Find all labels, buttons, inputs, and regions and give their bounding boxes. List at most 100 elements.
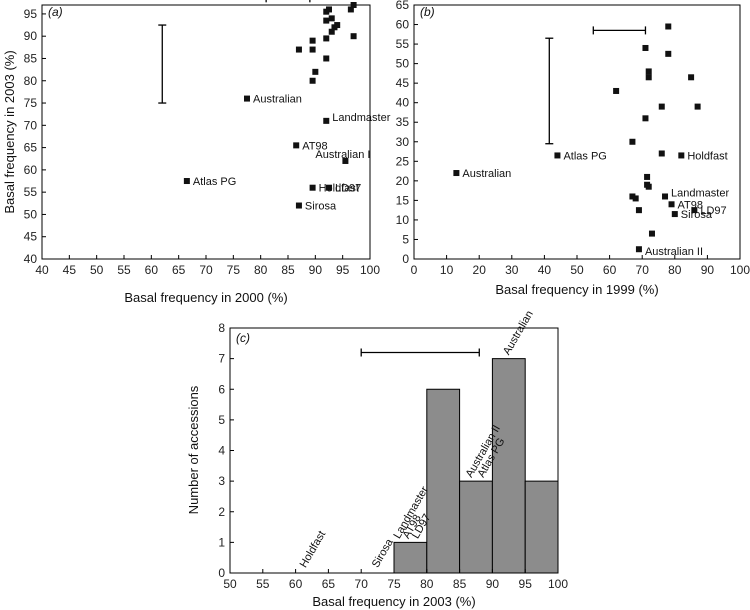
scatter-point <box>350 2 357 8</box>
point-label: Landmaster <box>332 112 390 124</box>
x-tick-label: 100 <box>548 577 568 591</box>
y-tick-label: 4 <box>218 444 225 458</box>
panel-a-xlabel: Basal frequency in 2000 (%) <box>124 290 287 305</box>
scatter-point <box>309 37 316 44</box>
y-tick-label: 8 <box>218 321 225 335</box>
scatter-point <box>645 74 652 81</box>
scatter-point <box>309 46 316 53</box>
y-tick-label: 80 <box>24 74 38 88</box>
point-label: Holdfast <box>687 150 727 162</box>
scatter-point <box>678 152 685 159</box>
histogram-bar <box>426 388 461 574</box>
scatter-point <box>326 184 332 191</box>
scatter-point <box>691 207 698 214</box>
y-tick-label: 60 <box>396 18 410 32</box>
scatter-point <box>328 28 335 35</box>
x-tick-label: 95 <box>336 263 350 277</box>
x-tick-label: 50 <box>223 577 237 591</box>
panel-b-xlabel: Basal frequency in 1999 (%) <box>495 282 658 297</box>
y-tick-label: 7 <box>218 352 225 366</box>
y-tick-label: 50 <box>24 207 38 221</box>
scatter-point <box>645 68 652 75</box>
y-tick-label: 90 <box>24 29 38 43</box>
x-tick-label: 80 <box>254 263 268 277</box>
scatter-point <box>309 77 316 84</box>
y-tick-label: 6 <box>218 382 225 396</box>
scatter-point <box>347 6 354 13</box>
x-tick-label: 70 <box>355 577 369 591</box>
x-tick-label: 55 <box>256 577 270 591</box>
bar-annotation: Holdfast <box>298 529 329 570</box>
scatter-point <box>613 87 620 94</box>
point-label: AT98 <box>302 140 327 152</box>
point-label: Australian <box>253 94 302 106</box>
x-tick-label: 40 <box>35 263 49 277</box>
scatter-point <box>665 23 672 30</box>
y-tick-label: 25 <box>396 154 410 168</box>
panel-b-label: (b) <box>420 5 435 19</box>
scatter-point <box>665 50 672 57</box>
x-tick-label: 60 <box>603 263 617 277</box>
scatter-point <box>694 103 701 110</box>
x-tick-label: 55 <box>117 263 131 277</box>
x-tick-label: 85 <box>281 263 295 277</box>
y-tick-label: 20 <box>396 174 410 188</box>
scatter-point <box>658 103 665 110</box>
point-label: Australian <box>462 168 511 180</box>
x-tick-label: 100 <box>360 263 380 277</box>
y-tick-label: 45 <box>24 230 38 244</box>
x-tick-label: 90 <box>309 263 323 277</box>
scatter-point <box>183 178 190 185</box>
scatter-point <box>642 44 649 51</box>
x-tick-label: 80 <box>420 577 434 591</box>
x-tick-label: 90 <box>486 577 500 591</box>
y-tick-label: 55 <box>24 185 38 199</box>
y-tick-label: 50 <box>396 57 410 71</box>
scatter-point <box>323 117 330 124</box>
x-tick-label: 45 <box>63 263 77 277</box>
panel-b: (b) Basal frequency in 1999 (%) 0 10 20 30 4… <box>396 0 750 297</box>
y-tick-label: 35 <box>396 115 410 129</box>
y-tick-label: 2 <box>218 505 225 519</box>
point-label: Sirosa <box>681 209 713 221</box>
point-label: LD97 <box>335 183 361 195</box>
x-tick-label: 65 <box>172 263 186 277</box>
x-tick-label: 85 <box>453 577 467 591</box>
x-tick-label: 70 <box>636 263 650 277</box>
x-tick-label: 50 <box>90 263 104 277</box>
y-tick-label: 40 <box>24 252 38 266</box>
y-tick-label: 30 <box>396 135 410 149</box>
x-tick-label: 20 <box>473 263 487 277</box>
panel-a-label: (a) <box>48 5 63 19</box>
panel-c: (c) Basal frequency in 2003 (%) Number o… <box>186 309 568 609</box>
point-label: Australian II <box>645 246 703 258</box>
x-tick-label: 10 <box>440 263 454 277</box>
x-tick-label: 70 <box>199 263 213 277</box>
histogram-bar <box>459 480 493 574</box>
y-tick-label: 40 <box>396 96 410 110</box>
x-tick-label: 40 <box>538 263 552 277</box>
scatter-point <box>645 183 652 190</box>
y-tick-label: 70 <box>24 118 38 132</box>
x-tick-label: 65 <box>322 577 336 591</box>
panel-a: (a) Basal frequency in 2000 (%) Basal fr… <box>2 0 391 305</box>
y-tick-label: 85 <box>24 51 38 65</box>
scatter-point <box>648 230 655 237</box>
scatter-point <box>635 207 642 214</box>
scatter-point <box>295 46 302 53</box>
scatter-point <box>323 17 330 24</box>
x-tick-label: 80 <box>668 263 682 277</box>
point-label: Sirosa <box>305 201 337 213</box>
y-tick-label: 55 <box>396 37 410 51</box>
y-tick-label: 5 <box>402 232 409 246</box>
scatter-point <box>309 184 316 191</box>
y-tick-label: 65 <box>396 0 410 12</box>
y-tick-label: 5 <box>218 413 225 427</box>
panel-c-ylabel: Number of accessions <box>186 385 201 514</box>
y-tick-label: 15 <box>396 193 410 207</box>
x-tick-label: 30 <box>505 263 519 277</box>
scatter-point <box>342 157 349 164</box>
bar-annotation: Sirosa <box>370 536 396 570</box>
scatter-point <box>662 193 669 200</box>
